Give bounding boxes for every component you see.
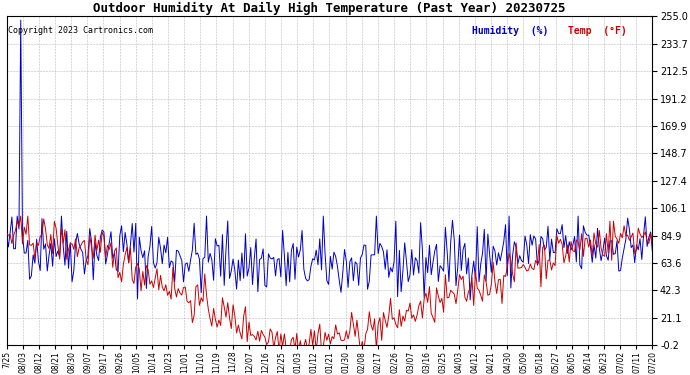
- Title: Outdoor Humidity At Daily High Temperature (Past Year) 20230725: Outdoor Humidity At Daily High Temperatu…: [93, 2, 566, 15]
- Text: Copyright 2023 Cartronics.com: Copyright 2023 Cartronics.com: [8, 26, 153, 35]
- Text: Temp  (°F): Temp (°F): [569, 26, 627, 36]
- Text: Humidity  (%): Humidity (%): [471, 26, 548, 36]
